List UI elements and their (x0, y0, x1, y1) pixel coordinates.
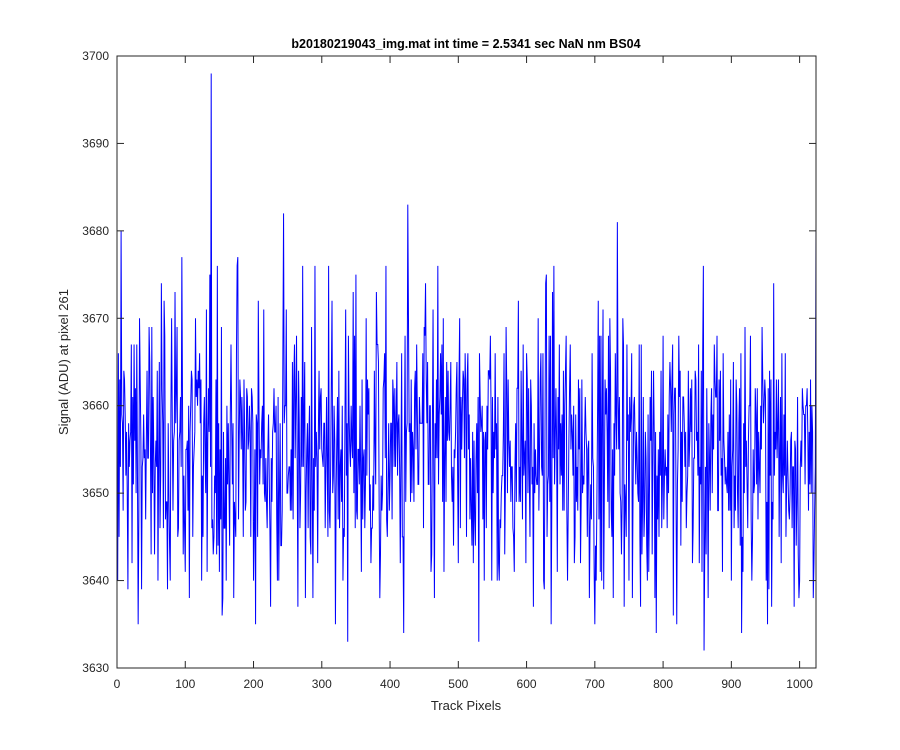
y-tick-label: 3650 (82, 486, 109, 500)
series-layer (117, 73, 817, 651)
x-axis-ticks: 0 100 200 300 400 500 600 700 800 900 1000 (114, 56, 813, 691)
x-tick-label: 800 (653, 677, 673, 691)
x-tick-label: 400 (380, 677, 400, 691)
chart-title: b20180219043_img.mat int time = 2.5341 s… (291, 37, 640, 51)
y-axis-ticks: 3630 3640 3650 3660 3670 3680 3690 3700 (82, 49, 816, 675)
y-tick-label: 3690 (82, 136, 109, 150)
signal-series-line (117, 73, 817, 651)
x-tick-label: 700 (585, 677, 605, 691)
x-tick-label: 1000 (786, 677, 813, 691)
x-tick-label: 900 (721, 677, 741, 691)
x-tick-label: 600 (517, 677, 537, 691)
x-tick-label: 300 (312, 677, 332, 691)
x-axis-label: Track Pixels (431, 698, 502, 713)
y-tick-label: 3700 (82, 49, 109, 63)
x-tick-label: 0 (114, 677, 121, 691)
x-tick-label: 500 (448, 677, 468, 691)
y-axis-label: Signal (ADU) at pixel 261 (56, 289, 71, 435)
x-tick-label: 100 (175, 677, 195, 691)
y-tick-label: 3680 (82, 224, 109, 238)
y-tick-label: 3660 (82, 399, 109, 413)
y-tick-label: 3630 (82, 661, 109, 675)
y-tick-label: 3670 (82, 311, 109, 325)
axes-box (116, 55, 817, 669)
y-tick-label: 3640 (82, 574, 109, 588)
x-tick-label: 200 (244, 677, 264, 691)
